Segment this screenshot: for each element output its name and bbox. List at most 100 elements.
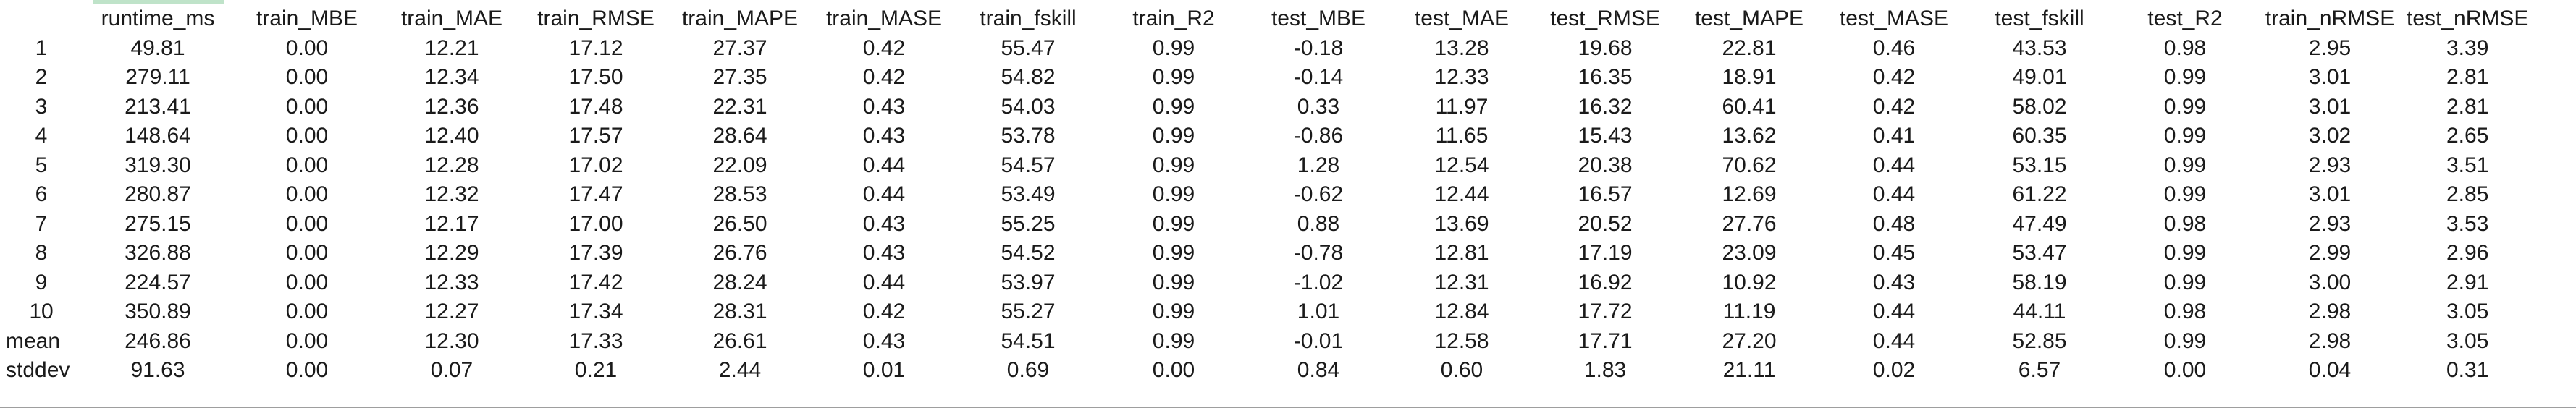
column-header[interactable]: runtime_ms — [101, 7, 215, 31]
table-cell[interactable]: 20.52 — [1578, 211, 1633, 236]
table-cell[interactable]: 17.72 — [1578, 300, 1633, 324]
row-label-cell[interactable]: 8 — [35, 241, 48, 266]
table-cell[interactable]: 49.81 — [130, 35, 185, 60]
table-cell[interactable]: -0.62 — [1293, 182, 1344, 207]
table-cell[interactable]: 54.52 — [1001, 241, 1056, 266]
table-cell[interactable]: 28.31 — [712, 300, 767, 324]
table-cell[interactable]: 0.07 — [430, 358, 473, 383]
table-cell[interactable]: 17.57 — [568, 124, 623, 148]
table-cell[interactable]: 0.42 — [862, 300, 906, 324]
column-header[interactable]: train_R2 — [1132, 7, 1215, 31]
table-cell[interactable]: 11.97 — [1435, 94, 1489, 119]
table-cell[interactable]: 0.00 — [2163, 358, 2207, 383]
table-cell[interactable]: 12.33 — [424, 270, 479, 294]
row-label-cell[interactable]: 7 — [35, 211, 48, 236]
table-cell[interactable]: 0.42 — [1872, 65, 1916, 90]
table-cell[interactable]: 0.69 — [1006, 358, 1050, 383]
table-cell[interactable]: 1.28 — [1297, 153, 1340, 177]
table-cell[interactable]: 319.30 — [125, 153, 191, 177]
table-cell[interactable]: 55.25 — [1001, 211, 1056, 236]
column-header[interactable]: train_MASE — [825, 7, 943, 31]
column-header[interactable]: train_MAE — [400, 7, 503, 31]
table-cell[interactable]: 0.43 — [862, 211, 906, 236]
column-header[interactable]: test_fskill — [1995, 7, 2084, 31]
table-cell[interactable]: 0.41 — [1872, 124, 1916, 148]
table-cell[interactable]: 26.50 — [712, 211, 767, 236]
table-cell[interactable]: 0.44 — [1872, 182, 1916, 207]
table-cell[interactable]: 3.53 — [2446, 211, 2489, 236]
table-cell[interactable]: 0.99 — [2163, 328, 2207, 353]
table-cell[interactable]: 54.03 — [1001, 94, 1056, 119]
table-cell[interactable]: 53.47 — [2012, 241, 2067, 266]
row-label-cell[interactable]: 1 — [35, 35, 48, 60]
table-cell[interactable]: 13.69 — [1434, 211, 1489, 236]
table-cell[interactable]: 3.51 — [2446, 153, 2489, 177]
table-cell[interactable]: 17.02 — [568, 153, 623, 177]
table-cell[interactable]: 60.35 — [2012, 124, 2067, 148]
table-cell[interactable]: 3.01 — [2308, 65, 2352, 90]
table-cell[interactable]: 0.42 — [1872, 94, 1916, 119]
table-cell[interactable]: 0.99 — [1152, 182, 1195, 207]
table-cell[interactable]: 0.44 — [862, 153, 906, 177]
column-header[interactable]: test_MAPE — [1694, 7, 1804, 31]
table-cell[interactable]: 28.53 — [712, 182, 767, 207]
table-cell[interactable]: 0.01 — [862, 358, 906, 383]
table-cell[interactable]: 17.00 — [568, 211, 623, 236]
table-cell[interactable]: 0.00 — [285, 153, 329, 177]
table-cell[interactable]: 0.44 — [862, 270, 906, 294]
table-cell[interactable]: 3.39 — [2446, 35, 2489, 60]
table-cell[interactable]: 0.43 — [862, 94, 906, 119]
table-cell[interactable]: 2.96 — [2446, 241, 2489, 266]
table-cell[interactable]: 2.98 — [2308, 300, 2352, 324]
table-cell[interactable]: 54.51 — [1001, 328, 1056, 353]
table-cell[interactable]: 0.00 — [285, 270, 329, 294]
table-cell[interactable]: 0.48 — [1872, 211, 1916, 236]
table-cell[interactable]: -0.14 — [1293, 65, 1344, 90]
table-cell[interactable]: -0.18 — [1293, 35, 1344, 60]
table-cell[interactable]: 52.85 — [2012, 328, 2067, 353]
table-cell[interactable]: 326.88 — [125, 241, 191, 266]
table-cell[interactable]: 0.04 — [2308, 358, 2352, 383]
table-cell[interactable]: 1.01 — [1297, 300, 1340, 324]
table-cell[interactable]: 26.76 — [712, 241, 767, 266]
table-cell[interactable]: 91.63 — [130, 358, 185, 383]
table-cell[interactable]: 12.84 — [1434, 300, 1489, 324]
table-cell[interactable]: 246.86 — [125, 328, 191, 353]
column-header[interactable]: train_nRMSE — [2265, 7, 2395, 31]
row-label-cell[interactable]: 5 — [35, 153, 48, 177]
table-cell[interactable]: 12.32 — [424, 182, 479, 207]
table-cell[interactable]: 0.99 — [1152, 241, 1195, 266]
column-header[interactable]: test_MBE — [1271, 7, 1366, 31]
table-cell[interactable]: 0.00 — [1152, 358, 1195, 383]
table-cell[interactable]: 0.99 — [1152, 124, 1195, 148]
table-cell[interactable]: 3.01 — [2308, 94, 2352, 119]
table-cell[interactable]: 12.36 — [424, 94, 479, 119]
table-cell[interactable]: 0.00 — [285, 94, 329, 119]
table-cell[interactable]: 0.00 — [285, 241, 329, 266]
corner-cell[interactable] — [0, 4, 81, 34]
table-cell[interactable]: 0.00 — [285, 182, 329, 207]
table-cell[interactable]: 16.57 — [1578, 182, 1633, 207]
table-cell[interactable]: 27.76 — [1722, 211, 1777, 236]
table-cell[interactable]: 17.33 — [568, 328, 623, 353]
table-cell[interactable]: 2.65 — [2446, 124, 2489, 148]
table-cell[interactable]: 0.99 — [2163, 94, 2207, 119]
table-cell[interactable]: 58.19 — [2012, 270, 2067, 294]
table-cell[interactable]: 47.49 — [2012, 211, 2067, 236]
table-cell[interactable]: 16.35 — [1578, 65, 1633, 90]
table-cell[interactable]: 1.83 — [1583, 358, 1627, 383]
table-cell[interactable]: 280.87 — [125, 182, 191, 207]
table-cell[interactable]: 12.31 — [1434, 270, 1489, 294]
table-cell[interactable]: 0.99 — [1152, 211, 1195, 236]
table-cell[interactable]: 43.53 — [2012, 35, 2067, 60]
table-cell[interactable]: 0.99 — [1152, 328, 1195, 353]
table-cell[interactable]: 22.31 — [712, 94, 767, 119]
table-cell[interactable]: 0.31 — [2446, 358, 2489, 383]
table-cell[interactable]: 17.47 — [568, 182, 623, 207]
table-cell[interactable]: -0.01 — [1293, 328, 1344, 353]
table-cell[interactable]: 70.62 — [1722, 153, 1777, 177]
table-cell[interactable]: 0.21 — [574, 358, 618, 383]
table-cell[interactable]: 12.28 — [424, 153, 479, 177]
table-cell[interactable]: 148.64 — [125, 124, 191, 148]
table-cell[interactable]: 10.92 — [1722, 270, 1777, 294]
